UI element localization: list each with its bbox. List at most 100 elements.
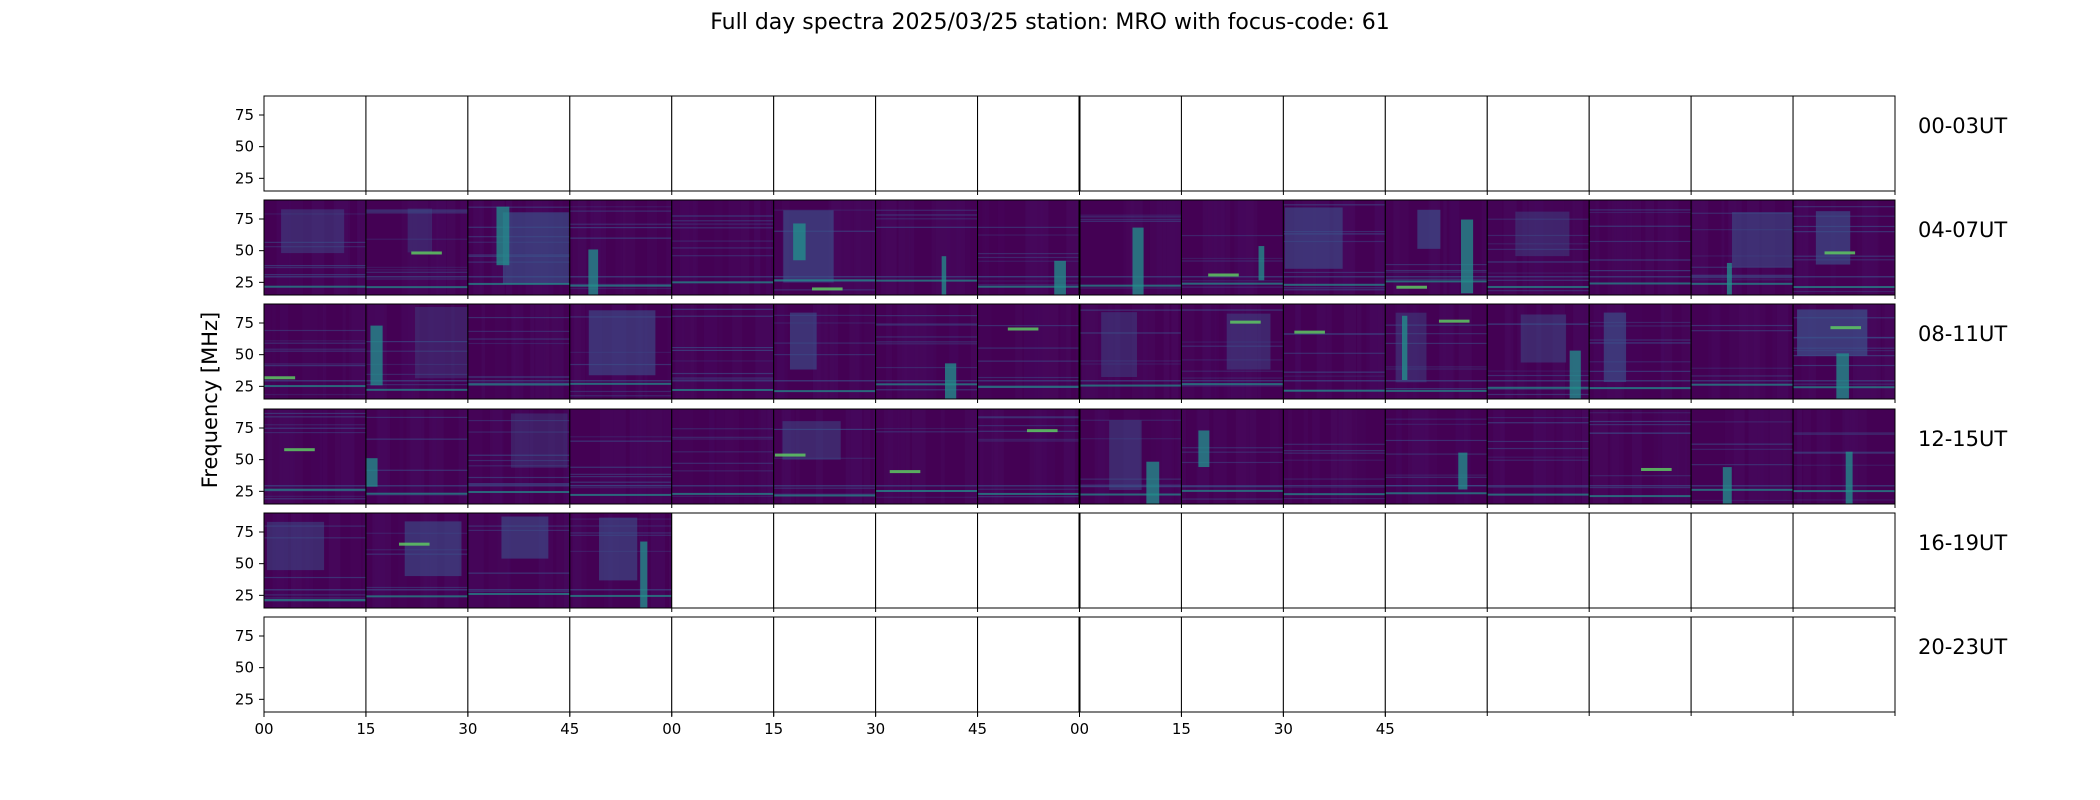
empty-panel (1793, 513, 1895, 608)
y-tick-label: 75 (235, 106, 254, 124)
spectrum-panel (1487, 200, 1590, 295)
spectrum-panel (1283, 304, 1386, 399)
row-label: 08-11UT (1918, 322, 2008, 346)
y-tick-label: 75 (235, 210, 254, 228)
empty-panel (1793, 96, 1895, 191)
y-tick-label: 50 (235, 138, 254, 156)
spectrum-panel (977, 200, 1080, 295)
panel-frame (1792, 303, 1896, 400)
x-tick-label: 15 (356, 720, 375, 738)
spectrum-panel (1181, 304, 1284, 399)
row-label: 20-23UT (1918, 635, 2008, 659)
spectrum-panel (1079, 200, 1182, 295)
empty-panel (875, 513, 978, 608)
spectrum-panel (1181, 200, 1284, 295)
spectrum-panel (569, 409, 672, 504)
empty-panel (773, 96, 876, 191)
empty-panel (1589, 96, 1692, 191)
spectrum-panel (365, 513, 468, 608)
spectrum-panel (875, 304, 978, 399)
y-tick-label: 50 (235, 242, 254, 260)
spectrum-panel (671, 304, 774, 399)
spectrum-panel (1487, 409, 1590, 504)
spectrum-panel (1589, 304, 1692, 399)
x-tick-label: 30 (458, 720, 477, 738)
spectrum-panel (365, 304, 468, 399)
panel-frame (1792, 408, 1896, 505)
empty-panel (1385, 617, 1488, 712)
spectrum-panel (875, 409, 978, 504)
spectrum-panel (1793, 304, 1895, 399)
spectrum-panel (264, 304, 366, 399)
empty-panel (671, 617, 774, 712)
empty-panel (1079, 617, 1182, 712)
spectrum-panel (977, 409, 1080, 504)
spectrum-panel (365, 200, 468, 295)
y-tick-label: 50 (235, 555, 254, 573)
empty-panel (569, 617, 672, 712)
empty-panel (1283, 96, 1386, 191)
empty-panel (875, 617, 978, 712)
spectrum-panel (1385, 304, 1488, 399)
spectrum-panel (1181, 409, 1284, 504)
spectrum-panel (467, 513, 570, 608)
empty-panel (671, 96, 774, 191)
empty-panel (1079, 513, 1182, 608)
y-tick-label: 50 (235, 659, 254, 677)
spectrum-panel (365, 409, 468, 504)
empty-panel (467, 617, 570, 712)
spectrum-panel (773, 200, 876, 295)
y-tick-label: 75 (235, 314, 254, 332)
empty-panel (1691, 513, 1794, 608)
row-label: 04-07UT (1918, 218, 2008, 242)
y-tick-label: 25 (235, 377, 254, 395)
empty-panel (1691, 96, 1794, 191)
spectrum-panel (264, 200, 366, 295)
y-tick-label: 25 (235, 273, 254, 291)
spectrum-panel (1487, 304, 1590, 399)
panel-frame (1792, 512, 1896, 609)
spectrum-panel (467, 200, 570, 295)
empty-panel (1079, 96, 1182, 191)
spectrum-panel (1793, 200, 1895, 295)
spectrum-panel (569, 513, 672, 608)
spectrum-panel (1385, 200, 1488, 295)
y-tick-label: 25 (235, 586, 254, 604)
spectrum-panel (875, 200, 978, 295)
spectrum-panel (1385, 409, 1488, 504)
spectrum-panel (1691, 200, 1794, 295)
x-tick-label: 00 (254, 720, 273, 738)
empty-panel (1487, 96, 1590, 191)
spectrum-panel (1079, 409, 1182, 504)
spectrum-panel (1691, 409, 1794, 504)
empty-panel (1385, 96, 1488, 191)
y-tick-label: 75 (235, 627, 254, 645)
spectrum-panel (264, 409, 366, 504)
x-tick-label: 15 (1172, 720, 1191, 738)
y-tick-label: 25 (235, 169, 254, 187)
spectrum-panel (671, 200, 774, 295)
empty-panel (1283, 513, 1386, 608)
empty-panel (1589, 513, 1692, 608)
spectrum-panel (1793, 409, 1895, 504)
spectrum-panel (977, 304, 1080, 399)
empty-panel (1385, 513, 1488, 608)
x-tick-label: 30 (1274, 720, 1293, 738)
row-label: 16-19UT (1918, 531, 2008, 555)
empty-panel (264, 96, 366, 191)
y-tick-label: 25 (235, 690, 254, 708)
empty-panel (569, 96, 672, 191)
x-tick-label: 00 (662, 720, 681, 738)
empty-panel (1589, 617, 1692, 712)
empty-panel (264, 617, 366, 712)
spectrum-panel (773, 409, 876, 504)
empty-panel (977, 617, 1080, 712)
empty-panel (773, 513, 876, 608)
empty-panel (977, 513, 1080, 608)
spectrum-panel (1079, 304, 1182, 399)
row-label: 12-15UT (1918, 427, 2008, 451)
x-tick-label: 45 (968, 720, 987, 738)
spectrum-panel (1589, 200, 1692, 295)
row-label: 00-03UT (1918, 114, 2008, 138)
